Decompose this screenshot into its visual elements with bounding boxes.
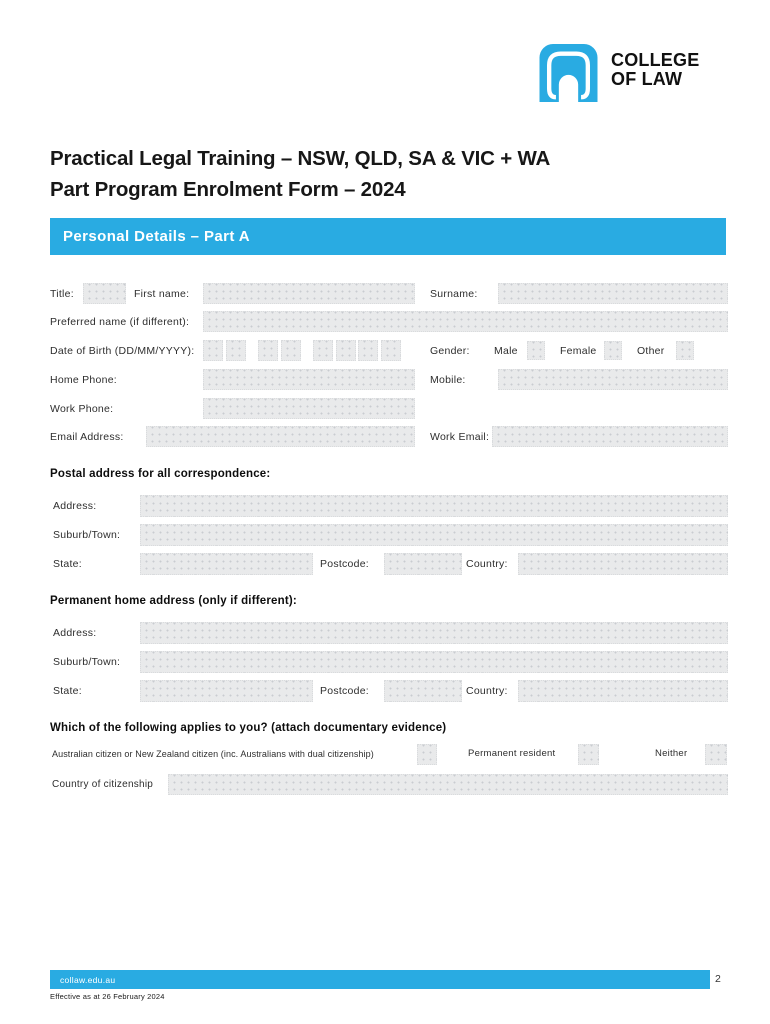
gender-female-checkbox[interactable] xyxy=(604,341,622,360)
postal-state-field[interactable] xyxy=(140,553,313,575)
postal-suburb-label: Suburb/Town: xyxy=(53,529,121,541)
neither-checkbox[interactable] xyxy=(705,744,727,765)
neither-label: Neither xyxy=(655,748,688,759)
postal-address-heading: Postal address for all correspondence: xyxy=(50,468,271,480)
section-banner: Personal Details – Part A xyxy=(50,218,726,255)
citizenship-country-field[interactable] xyxy=(168,774,728,795)
document-title-line2: Part Program Enrolment Form – 2024 xyxy=(50,178,406,201)
permanent-postcode-field[interactable] xyxy=(384,680,462,702)
college-of-law-wordmark: COLLEGE OF LAW xyxy=(611,51,699,88)
postal-country-label: Country: xyxy=(466,558,508,570)
gender-other-checkbox[interactable] xyxy=(676,341,694,360)
permanent-resident-label: Permanent resident xyxy=(468,748,556,759)
first-name-label: First name: xyxy=(134,288,190,300)
gender-other-label: Other xyxy=(637,345,665,357)
college-of-law-logo-icon xyxy=(539,44,598,102)
mobile-label: Mobile: xyxy=(430,374,466,386)
dob-year-digit-4[interactable] xyxy=(380,340,401,361)
title-label: Title: xyxy=(50,288,74,300)
permanent-country-label: Country: xyxy=(466,685,508,697)
permanent-resident-checkbox[interactable] xyxy=(578,744,599,765)
permanent-country-field[interactable] xyxy=(518,680,728,702)
preferred-name-label: Preferred name (if different): xyxy=(50,316,190,328)
surname-field[interactable] xyxy=(498,283,728,304)
postal-postcode-field[interactable] xyxy=(384,553,462,575)
dob-label: Date of Birth (DD/MM/YYYY): xyxy=(50,345,195,357)
email-field[interactable] xyxy=(146,426,415,447)
dob-year-digit-1[interactable] xyxy=(313,340,333,361)
work-email-label: Work Email: xyxy=(430,431,490,443)
gender-male-checkbox[interactable] xyxy=(527,341,545,360)
work-phone-field[interactable] xyxy=(203,398,415,419)
permanent-address-field[interactable] xyxy=(140,622,728,644)
work-phone-label: Work Phone: xyxy=(50,403,114,415)
effective-date: Effective as at 26 February 2024 xyxy=(50,992,165,1001)
document-title-line1: Practical Legal Training – NSW, QLD, SA … xyxy=(50,147,551,170)
dob-month-fields xyxy=(258,340,301,361)
footer-bar: collaw.edu.au xyxy=(50,970,710,989)
dob-month-digit-1[interactable] xyxy=(258,340,278,361)
permanent-state-field[interactable] xyxy=(140,680,313,702)
title-field[interactable] xyxy=(83,283,126,304)
citizen-option-label: Australian citizen or New Zealand citize… xyxy=(52,749,374,759)
permanent-suburb-label: Suburb/Town: xyxy=(53,656,121,668)
dob-month-digit-2[interactable] xyxy=(280,340,301,361)
postal-country-field[interactable] xyxy=(518,553,728,575)
work-email-field[interactable] xyxy=(492,426,728,447)
permanent-postcode-label: Postcode: xyxy=(320,685,369,697)
section-banner-title: Personal Details – Part A xyxy=(63,228,251,245)
footer-website-link[interactable]: collaw.edu.au xyxy=(60,974,116,985)
home-phone-label: Home Phone: xyxy=(50,374,117,386)
dob-day-digit-2[interactable] xyxy=(225,340,246,361)
dob-year-fields xyxy=(313,340,401,361)
permanent-address-label: Address: xyxy=(53,627,97,639)
postal-address-label: Address: xyxy=(53,500,97,512)
logo-line2: OF LAW xyxy=(611,68,683,89)
postal-postcode-label: Postcode: xyxy=(320,558,369,570)
email-label: Email Address: xyxy=(50,431,124,443)
postal-state-label: State: xyxy=(53,558,82,570)
dob-day-digit-1[interactable] xyxy=(203,340,223,361)
postal-suburb-field[interactable] xyxy=(140,524,728,546)
home-phone-field[interactable] xyxy=(203,369,415,390)
gender-female-label: Female xyxy=(560,345,597,357)
gender-male-label: Male xyxy=(494,345,518,357)
permanent-suburb-field[interactable] xyxy=(140,651,728,673)
dob-day-fields xyxy=(203,340,246,361)
surname-label: Surname: xyxy=(430,288,478,300)
gender-label: Gender: xyxy=(430,345,470,357)
permanent-address-heading: Permanent home address (only if differen… xyxy=(50,595,297,607)
citizen-checkbox[interactable] xyxy=(417,744,437,765)
page-number: 2 xyxy=(715,973,721,985)
permanent-state-label: State: xyxy=(53,685,82,697)
first-name-field[interactable] xyxy=(203,283,415,304)
preferred-name-field[interactable] xyxy=(203,311,728,332)
dob-year-digit-3[interactable] xyxy=(358,340,378,361)
citizenship-country-label: Country of citizenship xyxy=(52,779,154,790)
postal-address-field[interactable] xyxy=(140,495,728,517)
citizenship-heading: Which of the following applies to you? (… xyxy=(50,722,447,734)
dob-year-digit-2[interactable] xyxy=(335,340,356,361)
logo-line1: COLLEGE xyxy=(611,50,700,70)
mobile-field[interactable] xyxy=(498,369,728,390)
